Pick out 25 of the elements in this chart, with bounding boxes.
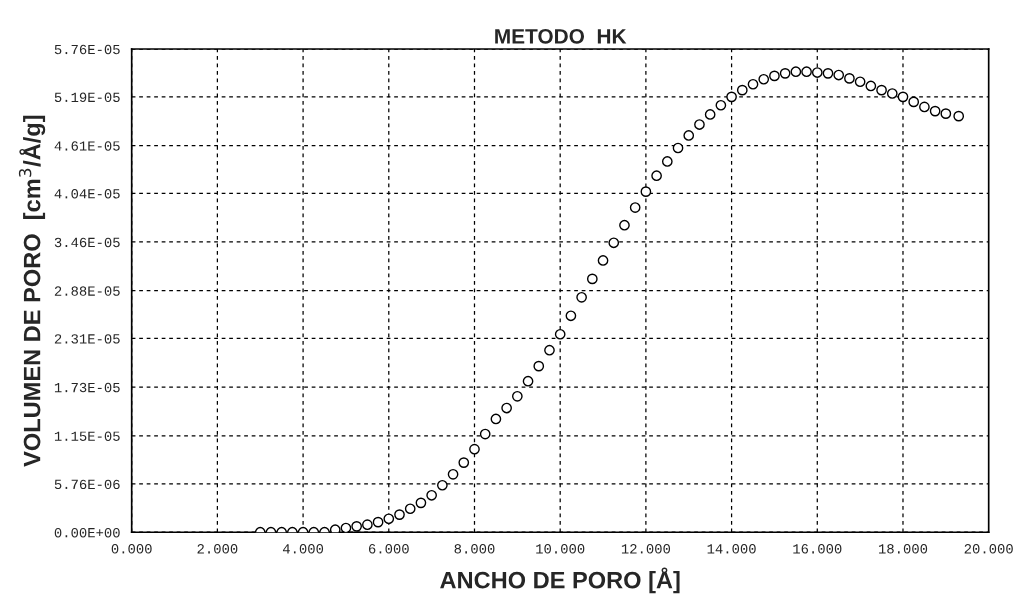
y-tick-label: 4.04E-05 [54,189,120,199]
y-tick-label: 1.15E-05 [54,431,120,441]
x-tick-label: 14.000 [707,544,756,554]
x-tick-label: 4.000 [282,544,324,554]
x-tick-label: 20.000 [964,544,1013,554]
y-tick-label: 5.76E-05 [54,44,120,55]
y-tick-label: 2.88E-05 [54,286,120,296]
y-tick-label: 3.46E-05 [54,237,120,248]
x-tick-label: 0.000 [111,544,152,554]
x-tick-label: 10.000 [536,544,585,554]
y-tick-label: 1.73E-05 [54,382,120,393]
y-tick-label: 5.19E-05 [54,92,120,103]
x-tick-label: 2.000 [197,544,238,554]
chart-title: METODO HK [495,28,627,44]
y-tick-label: 4.61E-05 [54,141,120,151]
x-tick-label: 18.000 [878,544,928,554]
x-tick-label: 12.000 [621,544,671,554]
x-tick-label: 6.000 [368,544,409,554]
y-axis-title: VOLUMEN DE PORO [cm$^{3}$/Å/g] [18,115,46,467]
y-tick-label: 0.00E+00 [54,527,120,538]
y-tick-label: 2.31E-05 [54,334,120,344]
x-tick-label: 8.000 [454,544,495,554]
y-tick-label: 5.76E-06 [54,479,120,490]
x-tick-label: 16.000 [793,544,842,554]
x-axis-title: ANCHO DE PORO [Å] [440,567,680,594]
